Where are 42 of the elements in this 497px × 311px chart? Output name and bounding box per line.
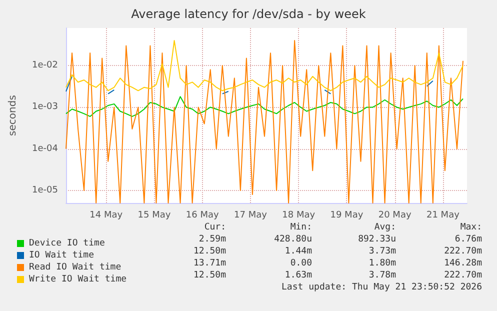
text: 892.33u — [358, 234, 396, 244]
text: 1.44m — [284, 246, 312, 256]
line-series — [66, 40, 464, 92]
x-tick-label: 21 May — [426, 210, 460, 220]
text: Last update: Thu May 21 23:50:52 2026 — [282, 282, 482, 292]
text: 1.80m — [368, 258, 396, 268]
y-tick-label: 1e-05 — [32, 185, 58, 196]
y-tick-label: 1e-04 — [32, 144, 58, 154]
text: 6.76m — [454, 234, 482, 244]
x-tick-label: 16 May — [186, 210, 220, 220]
x-tick-label: 14 May — [90, 210, 124, 220]
y-tick-label: 1e-02 — [32, 60, 58, 71]
x-tick-label: 20 May — [378, 210, 412, 220]
legend-label: IO Wait time — [29, 250, 94, 260]
text: 222.70m — [444, 246, 482, 256]
line-series — [66, 40, 464, 204]
line-series — [66, 96, 464, 117]
chart-title: Average latency for /dev/sda - by week — [131, 7, 366, 21]
text: 428.80u — [274, 234, 312, 244]
x-tick-label: 19 May — [330, 210, 364, 220]
text: Cur: — [204, 222, 226, 232]
legend-label: Write IO Wait time — [29, 274, 127, 284]
text: 12.50m — [193, 270, 226, 280]
text: 3.73m — [368, 246, 396, 256]
text: 12.50m — [193, 246, 226, 256]
x-tick-label: 18 May — [282, 210, 316, 220]
text: 3.78m — [368, 270, 396, 280]
y-axis-title: seconds — [8, 95, 18, 136]
x-tick-label: 17 May — [234, 210, 268, 220]
y-tick-label: 1e-03 — [32, 102, 58, 112]
text: 1.63m — [284, 270, 312, 280]
text: Avg: — [374, 222, 396, 232]
text: Max: — [460, 222, 482, 232]
text: 146.28m — [444, 258, 482, 268]
x-tick-label: 15 May — [138, 210, 172, 220]
text: 13.71m — [193, 258, 226, 268]
legend-label: Device IO time — [29, 238, 105, 248]
text: 2.59m — [198, 234, 226, 244]
text: Min: — [290, 222, 312, 232]
text: 0.00 — [290, 258, 312, 268]
text: 222.70m — [444, 270, 482, 280]
legend-label: Read IO Wait time — [29, 262, 122, 272]
